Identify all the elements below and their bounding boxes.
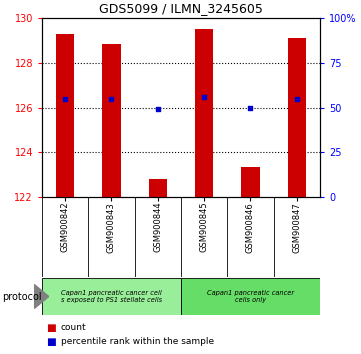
Point (201, 95, 207, 100)
Point (62, 96, 68, 101)
Point (248, 105, 253, 110)
Text: GSM900846: GSM900846 (246, 202, 255, 252)
Point (109, 96, 114, 101)
Bar (181, 278, 320, 315)
Text: count: count (61, 324, 86, 332)
Bar (195, 29, 213, 197)
Bar (56, 34, 74, 197)
Text: Capan1 pancreatic cancer
cells only: Capan1 pancreatic cancer cells only (207, 290, 294, 303)
Title: GDS5099 / ILMN_3245605: GDS5099 / ILMN_3245605 (99, 2, 263, 16)
Point (155, 106, 161, 112)
Text: protocol: protocol (2, 291, 42, 302)
Bar (241, 167, 260, 197)
Text: GSM900845: GSM900845 (200, 202, 209, 252)
Text: ■: ■ (45, 323, 55, 333)
Text: GSM900844: GSM900844 (153, 202, 162, 252)
Text: GSM900847: GSM900847 (292, 202, 301, 252)
Point (294, 96, 300, 101)
Text: GSM900842: GSM900842 (61, 202, 70, 252)
Text: ■: ■ (45, 337, 55, 347)
Polygon shape (34, 285, 49, 308)
Bar (42, 278, 181, 315)
Bar (288, 38, 306, 197)
Bar (102, 44, 121, 197)
Text: GSM900843: GSM900843 (107, 202, 116, 252)
Text: percentile rank within the sample: percentile rank within the sample (61, 337, 214, 347)
Text: Capan1 pancreatic cancer cell
s exposed to PS1 stellate cells: Capan1 pancreatic cancer cell s exposed … (61, 290, 162, 303)
Bar (149, 179, 167, 197)
